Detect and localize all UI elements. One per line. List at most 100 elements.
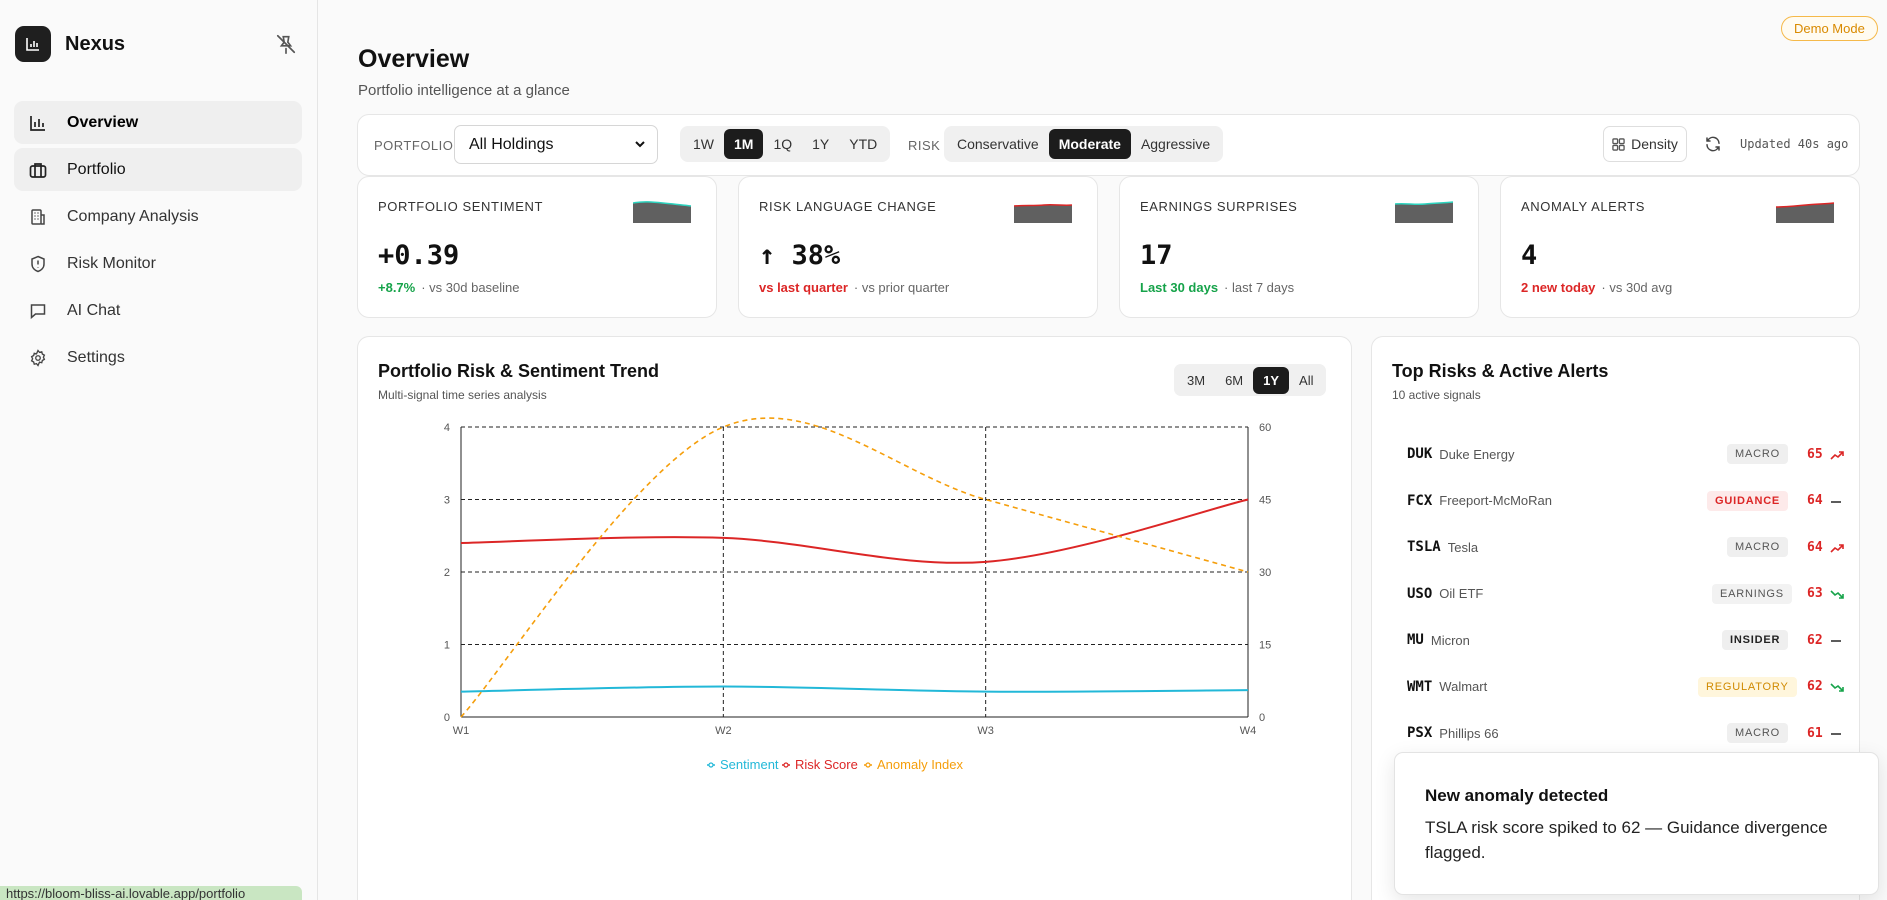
y-right-tick-label: 0: [1259, 712, 1265, 724]
alert-category-badge: MACRO: [1727, 444, 1788, 464]
alert-category-badge: GUIDANCE: [1707, 490, 1789, 511]
kpi-context: · vs 30d baseline: [421, 280, 520, 295]
kpi-delta: Last 30 days: [1140, 280, 1219, 295]
alert-row[interactable]: FCX Freeport-McMoRan GUIDANCE 64: [1407, 490, 1841, 512]
x-tick-label: W4: [1240, 725, 1257, 737]
period-ytd-button[interactable]: YTD: [849, 136, 878, 152]
sidebar-item-risk-monitor[interactable]: Risk Monitor: [14, 242, 302, 285]
legend-label: Anomaly Index: [877, 757, 963, 772]
range-1y-button[interactable]: 1Y: [1253, 366, 1290, 394]
period-1w-button[interactable]: 1W: [693, 136, 714, 152]
risk-label: RISK: [908, 138, 941, 153]
y-left-tick-label: 0: [444, 712, 450, 724]
trend-flat-icon: [1830, 633, 1842, 651]
alert-company: Tesla: [1447, 539, 1479, 555]
legend-marker-dot: [783, 762, 789, 768]
alert-company: Phillips 66: [1439, 725, 1499, 741]
kpi-subtext: Last 30 days · last 7 days: [1140, 280, 1294, 295]
portfolio-select[interactable]: All Holdings: [454, 125, 658, 164]
sidebar-item-company-analysis[interactable]: Company Analysis: [14, 195, 302, 238]
range-6m-button[interactable]: 6M: [1225, 372, 1244, 388]
kpi-label: PORTFOLIO SENTIMENT: [378, 199, 544, 214]
y-right-tick-label: 45: [1259, 495, 1271, 507]
alert-row[interactable]: TSLA Tesla MACRO 64: [1407, 536, 1844, 558]
y-left-tick-label: 1: [444, 640, 450, 652]
grid-icon: [1612, 137, 1625, 151]
sidebar-item-label: Risk Monitor: [67, 254, 156, 272]
density-button[interactable]: Density: [1603, 126, 1687, 162]
page-subtitle: Portfolio intelligence at a glance: [358, 82, 570, 99]
y-left-tick-label: 4: [444, 422, 450, 434]
sparkline: [1395, 201, 1453, 223]
trend-flat-icon: [1830, 494, 1842, 512]
alert-ticker: MU: [1407, 632, 1424, 648]
alert-score: 64: [1807, 539, 1823, 555]
sidebar-item-label: Settings: [67, 348, 125, 366]
alert-score: 65: [1807, 446, 1823, 462]
kpi-value: +0.39: [378, 240, 460, 271]
sidebar: Nexus Overview Portfolio Company Analysi…: [0, 0, 318, 900]
sidebar-item-portfolio[interactable]: Portfolio: [14, 148, 302, 191]
alert-row[interactable]: WMT Walmart REGULATORY 62: [1407, 676, 1844, 698]
kpi-card-portfolio-sentiment[interactable]: PORTFOLIO SENTIMENT +0.39 +8.7% · vs 30d …: [357, 176, 717, 318]
alert-ticker: TSLA: [1407, 539, 1441, 555]
app-name: Nexus: [65, 32, 126, 55]
sparkline: [633, 201, 691, 223]
alert-row[interactable]: USO Oil ETF EARNINGS 63: [1407, 583, 1844, 605]
y-left-tick-label: 2: [444, 567, 450, 579]
sidebar-item-label: Portfolio: [67, 160, 126, 178]
sparkline: [1014, 203, 1072, 223]
x-tick-label: W1: [453, 725, 470, 737]
alert-score: 61: [1807, 725, 1823, 741]
toast-body: TSLA risk score spiked to 62 — Guidance …: [1425, 818, 1828, 862]
building-icon: [28, 207, 48, 227]
page-title: Overview: [358, 45, 470, 73]
series-line-anomaly-index: [460, 417, 1249, 718]
alert-category-badge: REGULATORY: [1698, 676, 1797, 697]
period-1q-button[interactable]: 1Q: [773, 136, 793, 152]
shield-alert-icon: [28, 254, 48, 274]
sidebar-item-label: Overview: [67, 113, 139, 131]
status-url: https://bloom-bliss-ai.lovable.app/portf…: [0, 886, 302, 900]
sidebar-item-ai-chat[interactable]: AI Chat: [14, 289, 302, 332]
briefcase-icon: [28, 160, 48, 180]
alert-ticker: FCX: [1407, 492, 1433, 509]
trend-chart[interactable]: 0 1 2 3 4 0 15 30 45 60 W1 W2 W3 W4 Sentiment Risk Scor…: [358, 337, 1353, 900]
refresh-icon[interactable]: [1704, 135, 1722, 158]
sidebar-item-overview[interactable]: Overview: [14, 101, 302, 144]
brand[interactable]: Nexus: [15, 26, 125, 62]
range-3m-button[interactable]: 3M: [1187, 372, 1206, 388]
risk-conservative-button[interactable]: Conservative: [957, 136, 1039, 152]
sidebar-item-label: Company Analysis: [67, 207, 199, 225]
kpi-card-risk-language-change[interactable]: RISK LANGUAGE CHANGE ↑ 38% vs last quart…: [738, 176, 1098, 318]
kpi-card-earnings-surprises[interactable]: EARNINGS SURPRISES 17 Last 30 days · last…: [1119, 176, 1479, 318]
trend-up-icon: [1830, 447, 1844, 465]
y-right-tick-label: 30: [1259, 567, 1271, 579]
trend-flat-icon: [1830, 726, 1842, 744]
kpi-value: 17: [1140, 240, 1173, 271]
alert-company: Freeport-McMoRan: [1439, 493, 1552, 508]
gear-icon: [28, 348, 48, 368]
risk-moderate-button[interactable]: Moderate: [1048, 129, 1131, 159]
period-1m-button[interactable]: 1M: [724, 129, 764, 159]
risk-aggressive-button[interactable]: Aggressive: [1140, 136, 1211, 152]
alert-row[interactable]: MU Micron INSIDER 62: [1407, 629, 1841, 651]
kpi-context: · vs prior quarter: [853, 280, 950, 295]
alert-ticker: PSX: [1407, 725, 1433, 741]
toast-notification[interactable]: New anomaly detected TSLA risk score spi…: [1394, 752, 1879, 895]
bar-chart-icon: [28, 113, 48, 133]
alert-row[interactable]: DUK Duke Energy MACRO 65: [1407, 443, 1844, 465]
demo-mode-badge[interactable]: Demo Mode: [1781, 16, 1878, 41]
range-all-button[interactable]: All: [1299, 372, 1314, 388]
series-line-sentiment: [460, 685, 1249, 693]
density-label: Density: [1631, 136, 1678, 152]
kpi-context: · last 7 days: [1224, 280, 1295, 295]
alert-category-badge: MACRO: [1727, 723, 1788, 743]
kpi-label: ANOMALY ALERTS: [1521, 199, 1646, 214]
kpi-card-anomaly-alerts[interactable]: ANOMALY ALERTS 4 2 new today · vs 30d avg: [1500, 176, 1860, 318]
period-1y-button[interactable]: 1Y: [812, 136, 830, 152]
alert-row[interactable]: PSX Phillips 66 MACRO 61: [1407, 722, 1841, 744]
pin-off-icon[interactable]: [275, 33, 297, 55]
sidebar-item-settings[interactable]: Settings: [14, 336, 302, 379]
trend-down-icon: [1830, 587, 1844, 605]
